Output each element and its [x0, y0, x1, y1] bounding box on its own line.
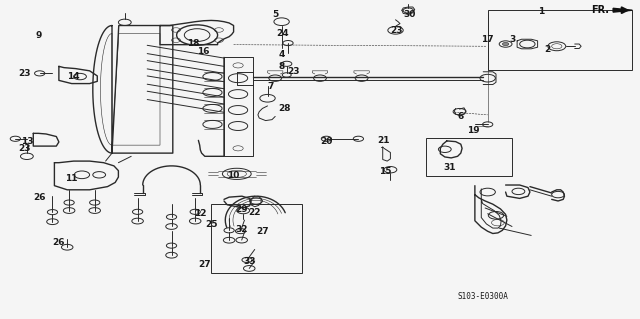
Text: 27: 27	[198, 260, 211, 269]
Text: 2: 2	[544, 45, 550, 54]
Text: 11: 11	[65, 174, 78, 183]
Polygon shape	[613, 8, 632, 12]
Text: 27: 27	[256, 227, 269, 236]
Bar	[211, 204, 302, 273]
Text: 23: 23	[287, 67, 300, 76]
Text: 23: 23	[18, 144, 31, 153]
Text: 5: 5	[272, 10, 278, 19]
Text: 8: 8	[278, 63, 285, 71]
Text: 25: 25	[205, 220, 218, 229]
Text: 29: 29	[236, 205, 248, 214]
Text: 16: 16	[197, 47, 210, 56]
Text: 15: 15	[379, 167, 392, 176]
Text: 3: 3	[509, 35, 515, 44]
Text: 21: 21	[378, 137, 390, 145]
Text: 19: 19	[467, 126, 480, 135]
Text: FR.: FR.	[591, 4, 609, 15]
Text: 6: 6	[458, 112, 464, 121]
Text: 18: 18	[187, 39, 200, 48]
Circle shape	[502, 42, 509, 46]
Text: 9: 9	[35, 31, 42, 40]
Text: 23: 23	[390, 26, 403, 35]
Text: 28: 28	[278, 104, 291, 113]
Text: 26: 26	[52, 238, 65, 247]
Text: 31: 31	[443, 163, 456, 172]
Text: 32: 32	[236, 225, 248, 234]
Text: 23: 23	[18, 69, 31, 78]
Text: 14: 14	[67, 72, 80, 81]
Text: 22: 22	[248, 208, 261, 217]
Text: 10: 10	[227, 171, 240, 180]
Text: 17: 17	[481, 35, 494, 44]
Text: 20: 20	[320, 137, 333, 146]
Bar	[488, 10, 632, 70]
Text: 12: 12	[194, 209, 207, 218]
Text: 7: 7	[267, 82, 273, 91]
Text: 4: 4	[278, 50, 285, 59]
Text: 1: 1	[538, 7, 544, 16]
Text: 13: 13	[20, 137, 33, 146]
Text: 30: 30	[403, 10, 416, 19]
Text: S103-E0300A: S103-E0300A	[458, 292, 509, 300]
Text: 33: 33	[243, 257, 256, 266]
Text: 24: 24	[276, 29, 289, 38]
Bar	[426, 138, 512, 176]
Text: 26: 26	[33, 193, 46, 202]
